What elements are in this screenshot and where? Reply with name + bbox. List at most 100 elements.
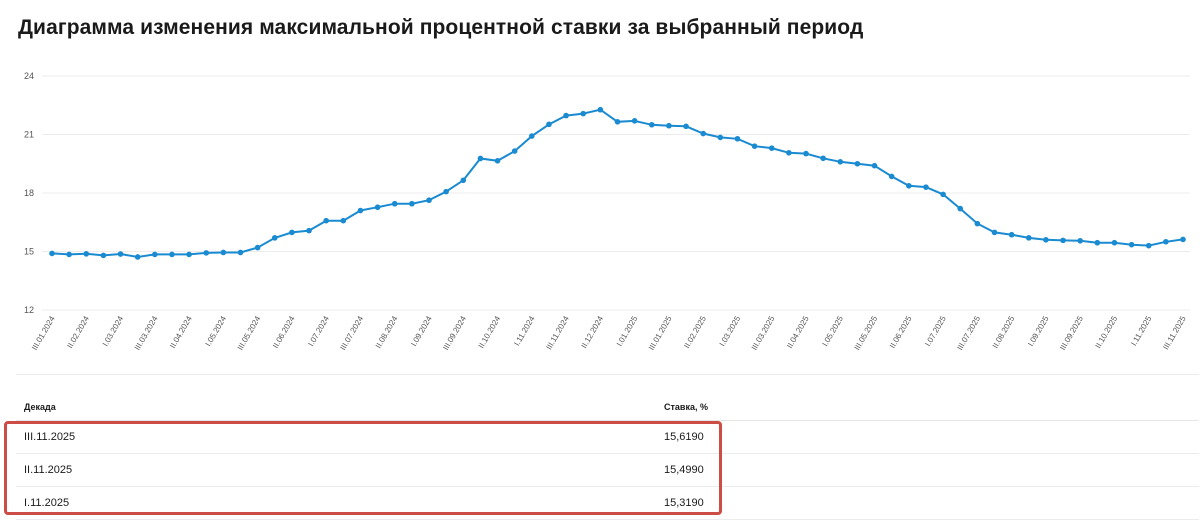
data-point [511, 148, 518, 154]
x-tick-label: II.02.2024 [65, 314, 91, 350]
x-tick-label: III.01.2024 [30, 314, 57, 352]
row-decade: III.11.2025 [24, 431, 76, 443]
data-point [614, 119, 621, 125]
data-point [1077, 237, 1083, 244]
row-rate: 15,6190 [664, 431, 704, 443]
x-tick-label: III.09.2024 [441, 314, 468, 352]
x-tick-label: III.09.2025 [1058, 314, 1085, 352]
x-tick-label: III.07.2024 [338, 314, 365, 352]
data-point [666, 122, 672, 129]
data-point [700, 130, 706, 137]
x-tick-label: II.06.2024 [271, 314, 297, 350]
x-tick-label: III.03.2024 [133, 314, 160, 352]
x-tick-label: III.05.2025 [853, 314, 880, 352]
x-tick-label: I.03.2024 [101, 314, 126, 348]
data-point [152, 251, 158, 258]
data-point [1043, 237, 1049, 243]
table-header: Декада Ставка, % [16, 374, 1199, 421]
data-point [254, 244, 261, 251]
data-point [443, 188, 449, 195]
data-point [940, 191, 946, 198]
data-point [563, 112, 569, 119]
data-point [271, 235, 278, 241]
data-point [186, 251, 192, 258]
data-point [374, 204, 381, 211]
data-point [83, 251, 90, 257]
x-tick-label: I.01.2025 [615, 314, 640, 348]
data-point [717, 134, 724, 141]
page-title: Диаграмма изменения максимальной процент… [18, 16, 864, 39]
data-point [203, 250, 210, 256]
data-point [306, 227, 312, 234]
x-tick-label: III.03.2025 [750, 314, 777, 352]
table-row: II.11.2025 15,4990 [16, 454, 1199, 487]
x-tick-label: III.11.2024 [544, 314, 571, 351]
data-point [1060, 237, 1066, 244]
data-point [323, 217, 329, 224]
data-point [66, 251, 72, 258]
data-point [460, 177, 467, 184]
x-tick-label: I.11.2025 [1129, 314, 1153, 347]
data-point [409, 200, 415, 207]
x-tick-label: II.02.2025 [682, 314, 708, 350]
data-point [803, 150, 809, 157]
y-tick-label: 12 [24, 305, 34, 315]
data-point [1025, 235, 1032, 241]
data-point [957, 205, 964, 212]
data-point [426, 197, 432, 204]
x-tick-label: I.11.2024 [512, 314, 536, 347]
x-tick-label: I.03.2025 [718, 314, 743, 348]
x-tick-label: I.09.2025 [1026, 314, 1051, 348]
table-row: I.11.2025 15,3190 [16, 487, 1199, 520]
data-point [340, 217, 347, 224]
data-point [1180, 236, 1186, 243]
data-point [751, 143, 758, 149]
data-point [648, 121, 655, 128]
x-tick-label: II.08.2025 [991, 314, 1017, 350]
x-tick-label: II.08.2024 [374, 314, 400, 350]
table-row: III.11.2025 15,6190 [16, 421, 1199, 454]
data-point [100, 252, 107, 259]
x-tick-label: II.04.2025 [785, 314, 811, 350]
row-rate: 15,3190 [664, 497, 704, 509]
x-tick-label: III.07.2025 [955, 314, 982, 352]
data-point [597, 106, 604, 113]
x-tick-label: II.06.2025 [888, 314, 914, 350]
row-rate: 15,4990 [664, 464, 704, 476]
data-point [991, 229, 998, 236]
y-tick-label: 21 [24, 130, 34, 140]
x-tick-label: I.07.2025 [923, 314, 948, 348]
data-point [391, 200, 398, 207]
data-point [631, 118, 638, 124]
data-point [786, 150, 792, 156]
data-point [546, 121, 552, 128]
data-point [1145, 242, 1152, 249]
x-tick-label: I.05.2025 [821, 314, 846, 348]
data-point [494, 158, 501, 164]
y-tick-label: 15 [24, 247, 34, 257]
column-header-rate: Ставка, % [664, 402, 708, 412]
x-tick-label: III.01.2025 [647, 314, 674, 352]
column-header-decade: Декада [24, 402, 56, 412]
data-point [888, 173, 895, 180]
x-tick-label: I.05.2024 [204, 314, 229, 348]
y-tick-label: 18 [24, 188, 34, 198]
data-point [1111, 239, 1118, 246]
x-tick-label: II.04.2024 [168, 314, 194, 350]
x-tick-label: II.10.2025 [1094, 314, 1120, 350]
data-point [580, 110, 587, 117]
data-point [923, 184, 929, 190]
data-point [683, 123, 689, 130]
data-point [477, 155, 484, 162]
data-point [820, 155, 826, 162]
data-point [1008, 231, 1015, 238]
data-point [289, 229, 295, 236]
data-point [768, 145, 775, 151]
data-point [1163, 238, 1169, 245]
x-tick-label: II.10.2024 [477, 314, 503, 350]
data-point [357, 207, 364, 214]
data-point [871, 162, 878, 169]
data-point [49, 250, 55, 257]
x-tick-label: III.11.2025 [1161, 314, 1188, 351]
data-point [237, 249, 244, 256]
